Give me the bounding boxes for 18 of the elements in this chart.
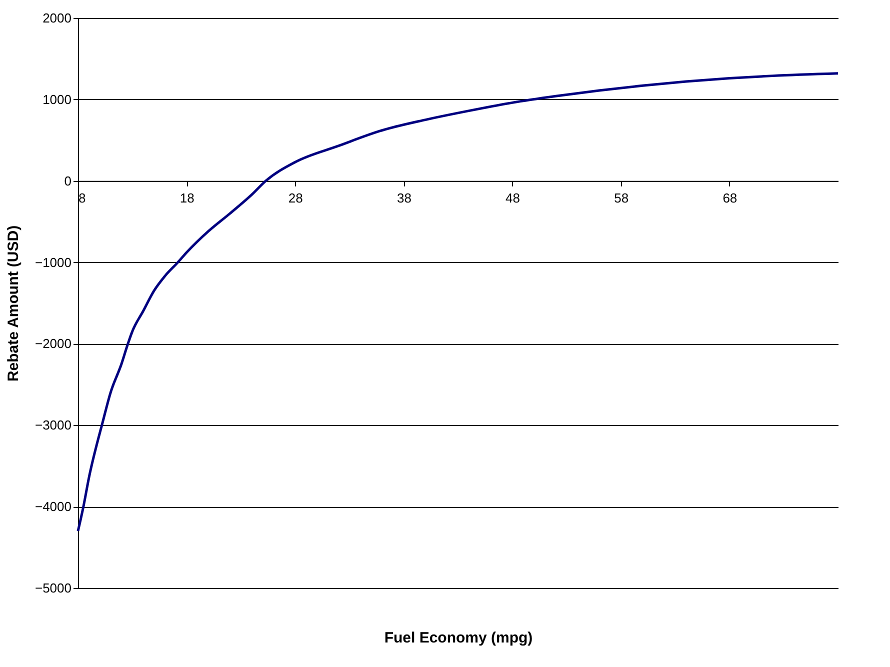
y-tick-label: −4000	[34, 499, 72, 514]
line-series	[76, 72, 840, 532]
y-tick-label: 2000	[42, 10, 72, 26]
x-tick-label: 8	[78, 190, 86, 206]
x-axis-title: Fuel Economy (mpg)	[384, 630, 533, 646]
y-tick-label: 1000	[42, 92, 72, 107]
y-tick-label: −5000	[34, 580, 72, 596]
y-axis-title: Rebate Amount (USD)	[4, 225, 22, 382]
x-tick-label: 38	[396, 190, 412, 206]
y-tick-label: 0	[64, 173, 72, 188]
x-tick-label: 58	[614, 190, 629, 206]
y-tick-label: −3000	[34, 418, 72, 433]
x-tick-label: 28	[288, 190, 303, 206]
x-tick-label: 68	[722, 190, 738, 206]
y-tick-label: −2000	[34, 336, 72, 352]
x-tick-label: 18	[180, 190, 194, 206]
x-tick-label: 48	[506, 190, 520, 206]
y-tick-label: −1000	[34, 254, 72, 270]
